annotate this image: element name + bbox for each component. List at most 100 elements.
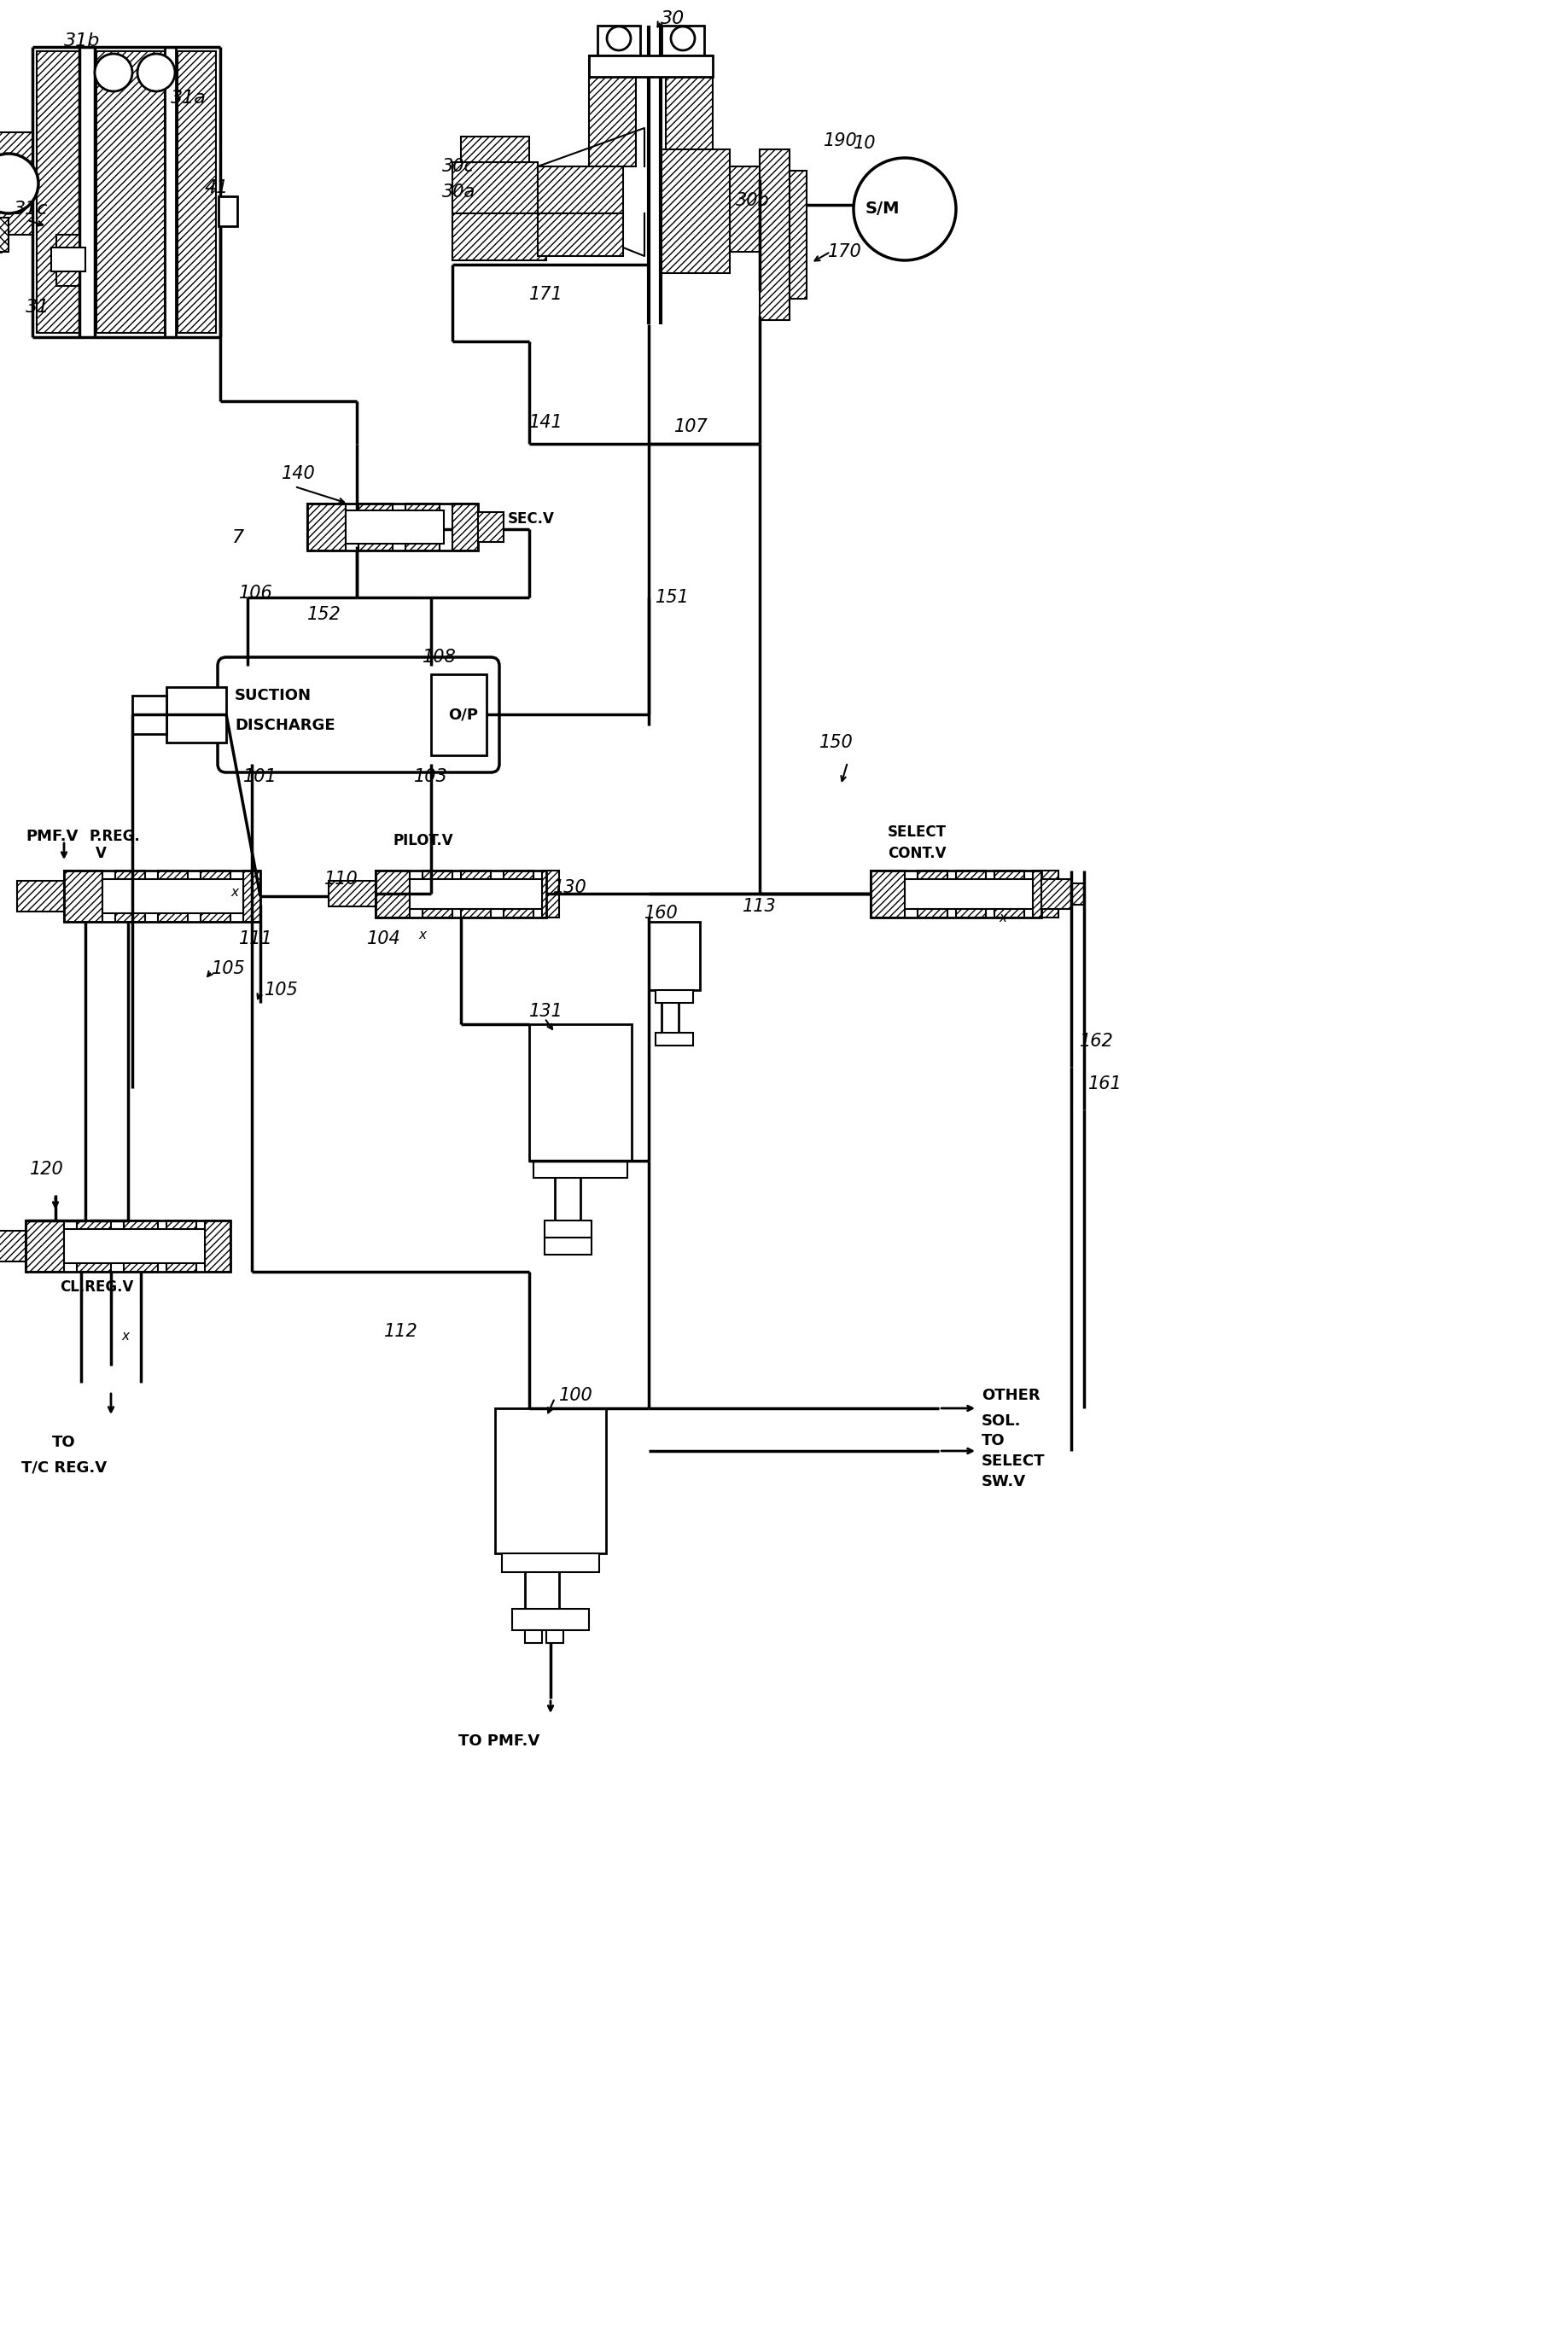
Text: 31: 31 xyxy=(25,300,50,316)
Bar xyxy=(453,213,546,260)
Bar xyxy=(345,511,444,543)
Text: SEC.V: SEC.V xyxy=(508,511,555,527)
Bar xyxy=(503,871,533,918)
Bar xyxy=(376,871,546,918)
Polygon shape xyxy=(538,129,644,166)
Text: P.REG.: P.REG. xyxy=(89,829,141,843)
Text: DISCHARGE: DISCHARGE xyxy=(235,717,336,733)
Text: TO PMF.V: TO PMF.V xyxy=(459,1733,539,1749)
Text: S/M: S/M xyxy=(866,201,900,218)
Bar xyxy=(597,26,640,56)
Bar xyxy=(25,1220,64,1272)
Text: 162: 162 xyxy=(1080,1033,1113,1049)
Bar xyxy=(544,1237,591,1255)
Bar xyxy=(538,213,622,255)
Bar xyxy=(513,1609,590,1630)
Text: 7: 7 xyxy=(232,529,245,546)
Bar xyxy=(655,991,693,1002)
Text: 104: 104 xyxy=(367,930,401,949)
Bar xyxy=(546,1630,563,1644)
Bar xyxy=(994,871,1024,918)
Bar xyxy=(431,674,486,756)
Text: 30a: 30a xyxy=(442,183,475,201)
Text: 30b: 30b xyxy=(735,192,770,208)
Bar xyxy=(543,871,560,918)
Text: 31c: 31c xyxy=(14,201,49,218)
Bar xyxy=(530,1023,632,1162)
Text: 141: 141 xyxy=(530,415,563,431)
Text: 106: 106 xyxy=(238,586,273,602)
Circle shape xyxy=(94,54,132,91)
Bar xyxy=(662,26,704,56)
Text: V: V xyxy=(96,845,107,862)
Bar xyxy=(0,131,33,234)
Text: 108: 108 xyxy=(422,649,456,665)
Bar xyxy=(218,197,237,227)
Text: 105: 105 xyxy=(265,981,298,998)
Bar xyxy=(422,871,453,918)
Text: 100: 100 xyxy=(560,1386,593,1403)
Text: 105: 105 xyxy=(212,960,246,977)
Text: 30c: 30c xyxy=(442,157,475,176)
Text: 103: 103 xyxy=(414,768,448,785)
Bar xyxy=(165,52,176,333)
Circle shape xyxy=(607,26,630,52)
Bar xyxy=(729,166,759,253)
Bar xyxy=(453,162,538,213)
Bar xyxy=(307,504,345,550)
Text: 110: 110 xyxy=(325,871,358,888)
Bar xyxy=(97,52,165,333)
Bar xyxy=(590,56,637,166)
Bar xyxy=(205,1220,230,1272)
Text: SOL.: SOL. xyxy=(982,1412,1021,1429)
Text: 161: 161 xyxy=(1088,1075,1123,1091)
Bar xyxy=(64,871,102,923)
Text: 120: 120 xyxy=(30,1162,64,1178)
Bar xyxy=(461,136,530,162)
Bar xyxy=(662,150,729,274)
Bar xyxy=(649,923,699,991)
Bar xyxy=(0,1232,25,1262)
Text: TO: TO xyxy=(52,1436,75,1450)
Text: 160: 160 xyxy=(644,904,679,923)
Bar xyxy=(0,218,8,253)
Bar xyxy=(956,871,986,918)
Text: OTHER: OTHER xyxy=(982,1389,1040,1403)
Text: 31b: 31b xyxy=(64,33,100,49)
Bar xyxy=(590,56,713,77)
Bar xyxy=(502,1553,599,1571)
Text: 140: 140 xyxy=(282,466,315,482)
Bar xyxy=(64,1230,205,1262)
Bar xyxy=(124,1220,158,1272)
Text: 152: 152 xyxy=(307,607,342,623)
Bar xyxy=(166,1220,196,1272)
Text: 41: 41 xyxy=(205,180,229,197)
Bar xyxy=(870,871,905,918)
FancyBboxPatch shape xyxy=(218,658,499,773)
Bar xyxy=(538,166,622,213)
Bar xyxy=(478,513,503,541)
Bar xyxy=(790,171,806,300)
Bar xyxy=(544,1220,591,1237)
Text: PILOT.V: PILOT.V xyxy=(392,834,453,848)
Bar xyxy=(243,871,260,923)
Bar xyxy=(80,52,94,333)
Bar xyxy=(905,878,1033,909)
Polygon shape xyxy=(538,213,644,255)
Text: T/C REG.V: T/C REG.V xyxy=(22,1461,107,1475)
Bar xyxy=(25,1220,230,1272)
Bar xyxy=(655,1033,693,1045)
Bar xyxy=(17,881,64,911)
Circle shape xyxy=(671,26,695,52)
Bar xyxy=(132,696,166,733)
Bar xyxy=(1041,878,1071,909)
Bar xyxy=(166,686,226,742)
Bar xyxy=(525,1630,543,1644)
Text: SELECT: SELECT xyxy=(982,1454,1046,1468)
Bar xyxy=(1033,871,1058,918)
Circle shape xyxy=(0,155,38,213)
Text: PMF.V: PMF.V xyxy=(25,829,78,843)
Bar xyxy=(177,52,216,333)
Bar xyxy=(52,248,85,272)
Bar xyxy=(409,878,543,909)
